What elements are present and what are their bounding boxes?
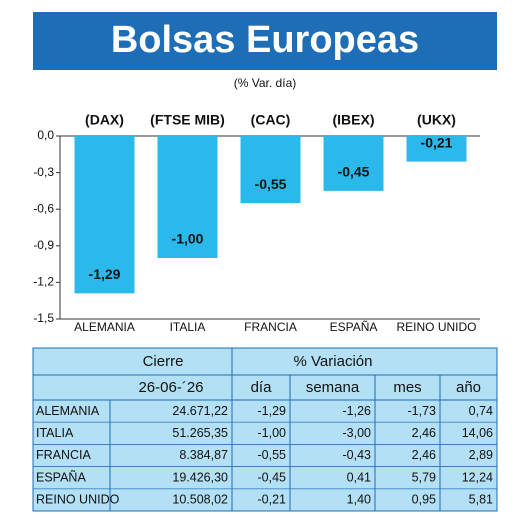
table-cell: 5,79 [412,470,436,484]
table-cell: -1,26 [343,404,372,418]
table-cell: 24.671,22 [172,404,228,418]
table-row [32,488,498,512]
table-subheader: mes [393,379,421,396]
table-cell: 0,74 [469,404,493,418]
title-banner [33,12,497,70]
table-subheader: semana [306,379,360,396]
table-cell: ALEMANIA [36,404,100,418]
table-subheader: 26-06-´26 [138,379,203,396]
table-cell: -0,55 [258,448,287,462]
index-label: (UKX) [417,112,456,128]
table-subheader: día [251,379,273,396]
table-cell: 2,89 [469,448,493,462]
table-cell: 51.265,35 [172,426,228,440]
y-tick-label: -1,2 [33,275,54,289]
table-subheader: año [456,379,481,396]
bar [240,136,301,204]
table-cell: ITALIA [36,426,74,440]
y-tick-label: -1,5 [33,311,54,325]
bar [406,136,467,162]
index-label: (FTSE MIB) [150,112,225,128]
table-cell: 0,41 [347,470,371,484]
table-cell: -3,00 [343,426,372,440]
index-label: (DAX) [85,112,124,128]
index-label: (CAC) [251,112,291,128]
table-cell: -1,29 [258,404,287,418]
bar [74,136,135,294]
y-tick-label: 0,0 [37,128,54,142]
table-header: Cierre [143,353,184,370]
x-tick-label: REINO UNIDO [396,320,476,334]
x-tick-label: FRANCIA [244,320,297,334]
bar [157,136,218,258]
table-cell: -0,43 [343,448,372,462]
table-cell: REINO UNIDO [36,493,120,507]
table-cell: FRANCIA [36,448,92,462]
title: Bolsas Europeas [111,19,419,61]
table-cell: 8.384,87 [179,448,228,462]
table-cell: 12,24 [462,470,493,484]
x-tick-label: ALEMANIA [74,320,135,334]
index-label: (IBEX) [333,112,375,128]
value-label: -1,00 [172,231,204,247]
table-cell: 0,95 [412,493,436,507]
table-cell: 2,46 [412,426,436,440]
value-label: -1,29 [89,266,121,282]
table-cell: 2,46 [412,448,436,462]
table-cell: 1,40 [347,493,371,507]
x-tick-label: ITALIA [170,320,206,334]
table-cell: 19.426,30 [172,470,228,484]
table-cell: -1,73 [408,404,437,418]
value-label: -0,55 [255,176,287,192]
x-tick-label: ESPAÑA [330,320,378,334]
table-cell: -0,45 [258,470,287,484]
table-cell: -0,21 [258,493,287,507]
table-header: % Variación [294,353,373,370]
y-tick-label: -0,3 [33,165,54,179]
value-label: -0,21 [421,134,453,150]
table-cell: 14,06 [462,426,493,440]
value-label: -0,45 [338,164,370,180]
table-cell: ESPAÑA [36,470,86,484]
y-tick-label: -0,6 [33,201,54,215]
bar [323,136,384,191]
y-tick-label: -0,9 [33,238,54,252]
table-cell: 5,81 [469,493,493,507]
table-cell: -1,00 [258,426,287,440]
subtitle: (% Var. día) [234,76,296,90]
table-cell: 10.508,02 [172,493,228,507]
